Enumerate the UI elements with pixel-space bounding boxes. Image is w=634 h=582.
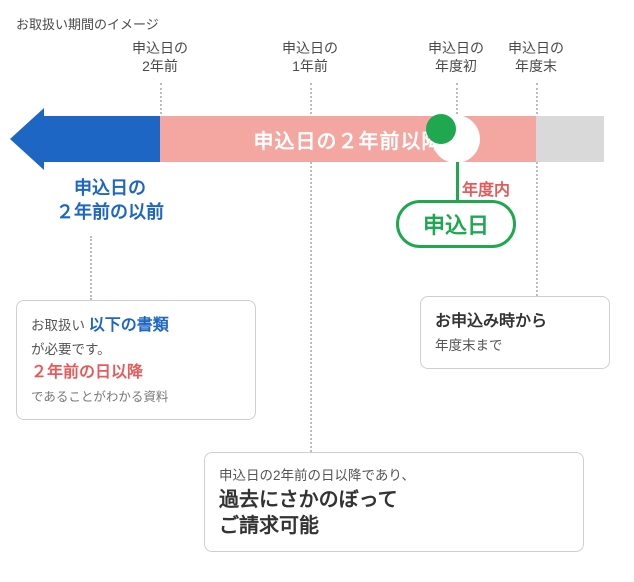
scale-label-line1: 申込日の <box>428 40 484 56</box>
callout-strong: お申込み時から <box>435 313 547 330</box>
segment-older-blue-arrow <box>10 116 160 162</box>
callout-text: お取扱い <box>31 318 85 333</box>
scale-label-2y-ago: 申込日の 2年前 <box>132 40 188 75</box>
callout-text: であることがわかる資料 <box>31 390 168 404</box>
callout-until-fy-end: お申込み時から 年度末まで <box>420 296 610 369</box>
scale-label-line2: 2年前 <box>142 58 178 74</box>
guide-line <box>160 83 162 118</box>
scale-label-line2: 年度初 <box>435 58 477 74</box>
callout-strong-large: 過去にさかのぼって <box>219 489 398 511</box>
pill-connector <box>456 162 459 200</box>
marker-dot-icon <box>426 114 456 144</box>
callout-connector <box>536 162 538 296</box>
guide-line <box>536 83 538 118</box>
scale-label-line1: 申込日の <box>508 40 564 56</box>
application-date-marker <box>432 115 480 163</box>
callout-retroactive: 申込日の2年前の日以降であり、 過去にさかのぼって ご請求可能 <box>204 452 584 552</box>
scale-label-fy-start: 申込日の 年度初 <box>428 40 484 75</box>
timeline-bar: 申込日の２年前以降 <box>10 116 604 162</box>
callout-text: が必要です。 <box>31 342 111 357</box>
callout-connector <box>90 236 92 300</box>
scale-label-line1: 申込日の <box>282 40 338 56</box>
diagram-title: お取扱い期間のイメージ <box>16 14 159 33</box>
arrow-head-icon <box>10 108 44 170</box>
scale-label-line1: 申込日の <box>132 40 188 56</box>
bar-label: 申込日の２年前以降 <box>254 125 443 154</box>
label-line1: 申込日の <box>74 178 146 198</box>
guide-line <box>310 83 312 118</box>
label-within-fy: 年度内 <box>462 176 510 200</box>
scale-label-line2: 1年前 <box>292 58 328 74</box>
guide-line <box>456 83 458 118</box>
callout-text: 申込日の2年前の日以降であり、 <box>219 468 415 483</box>
scale-label-line2: 年度末 <box>515 58 557 74</box>
callout-strong-pink: ２年前の日以降 <box>31 364 143 381</box>
application-date-pill: 申込日 <box>396 200 516 248</box>
callout-connector <box>310 162 312 452</box>
bar-container: 申込日の２年前以降 <box>10 116 604 162</box>
callout-text: 年度末まで <box>435 338 503 353</box>
scale-label-fy-end: 申込日の 年度末 <box>508 40 564 75</box>
scale-label-1y-ago: 申込日の 1年前 <box>282 40 338 75</box>
timeline-diagram: お取扱い期間のイメージ 申込日の 2年前 申込日の 1年前 申込日の 年度初 申… <box>0 0 634 582</box>
callout-strong-blue: 以下の書類 <box>89 317 169 334</box>
pill-label: 申込日 <box>423 208 489 240</box>
callout-required-docs: お取扱い 以下の書類 が必要です。 ２年前の日以降 であることがわかる資料 <box>16 300 256 420</box>
label-before-2y: 申込日の ２年前の以前 <box>30 176 190 225</box>
arrow-shaft <box>44 116 160 162</box>
segment-future-gray <box>536 116 604 162</box>
label-line2: ２年前の以前 <box>56 202 164 222</box>
callout-strong-large: ご請求可能 <box>219 515 319 537</box>
